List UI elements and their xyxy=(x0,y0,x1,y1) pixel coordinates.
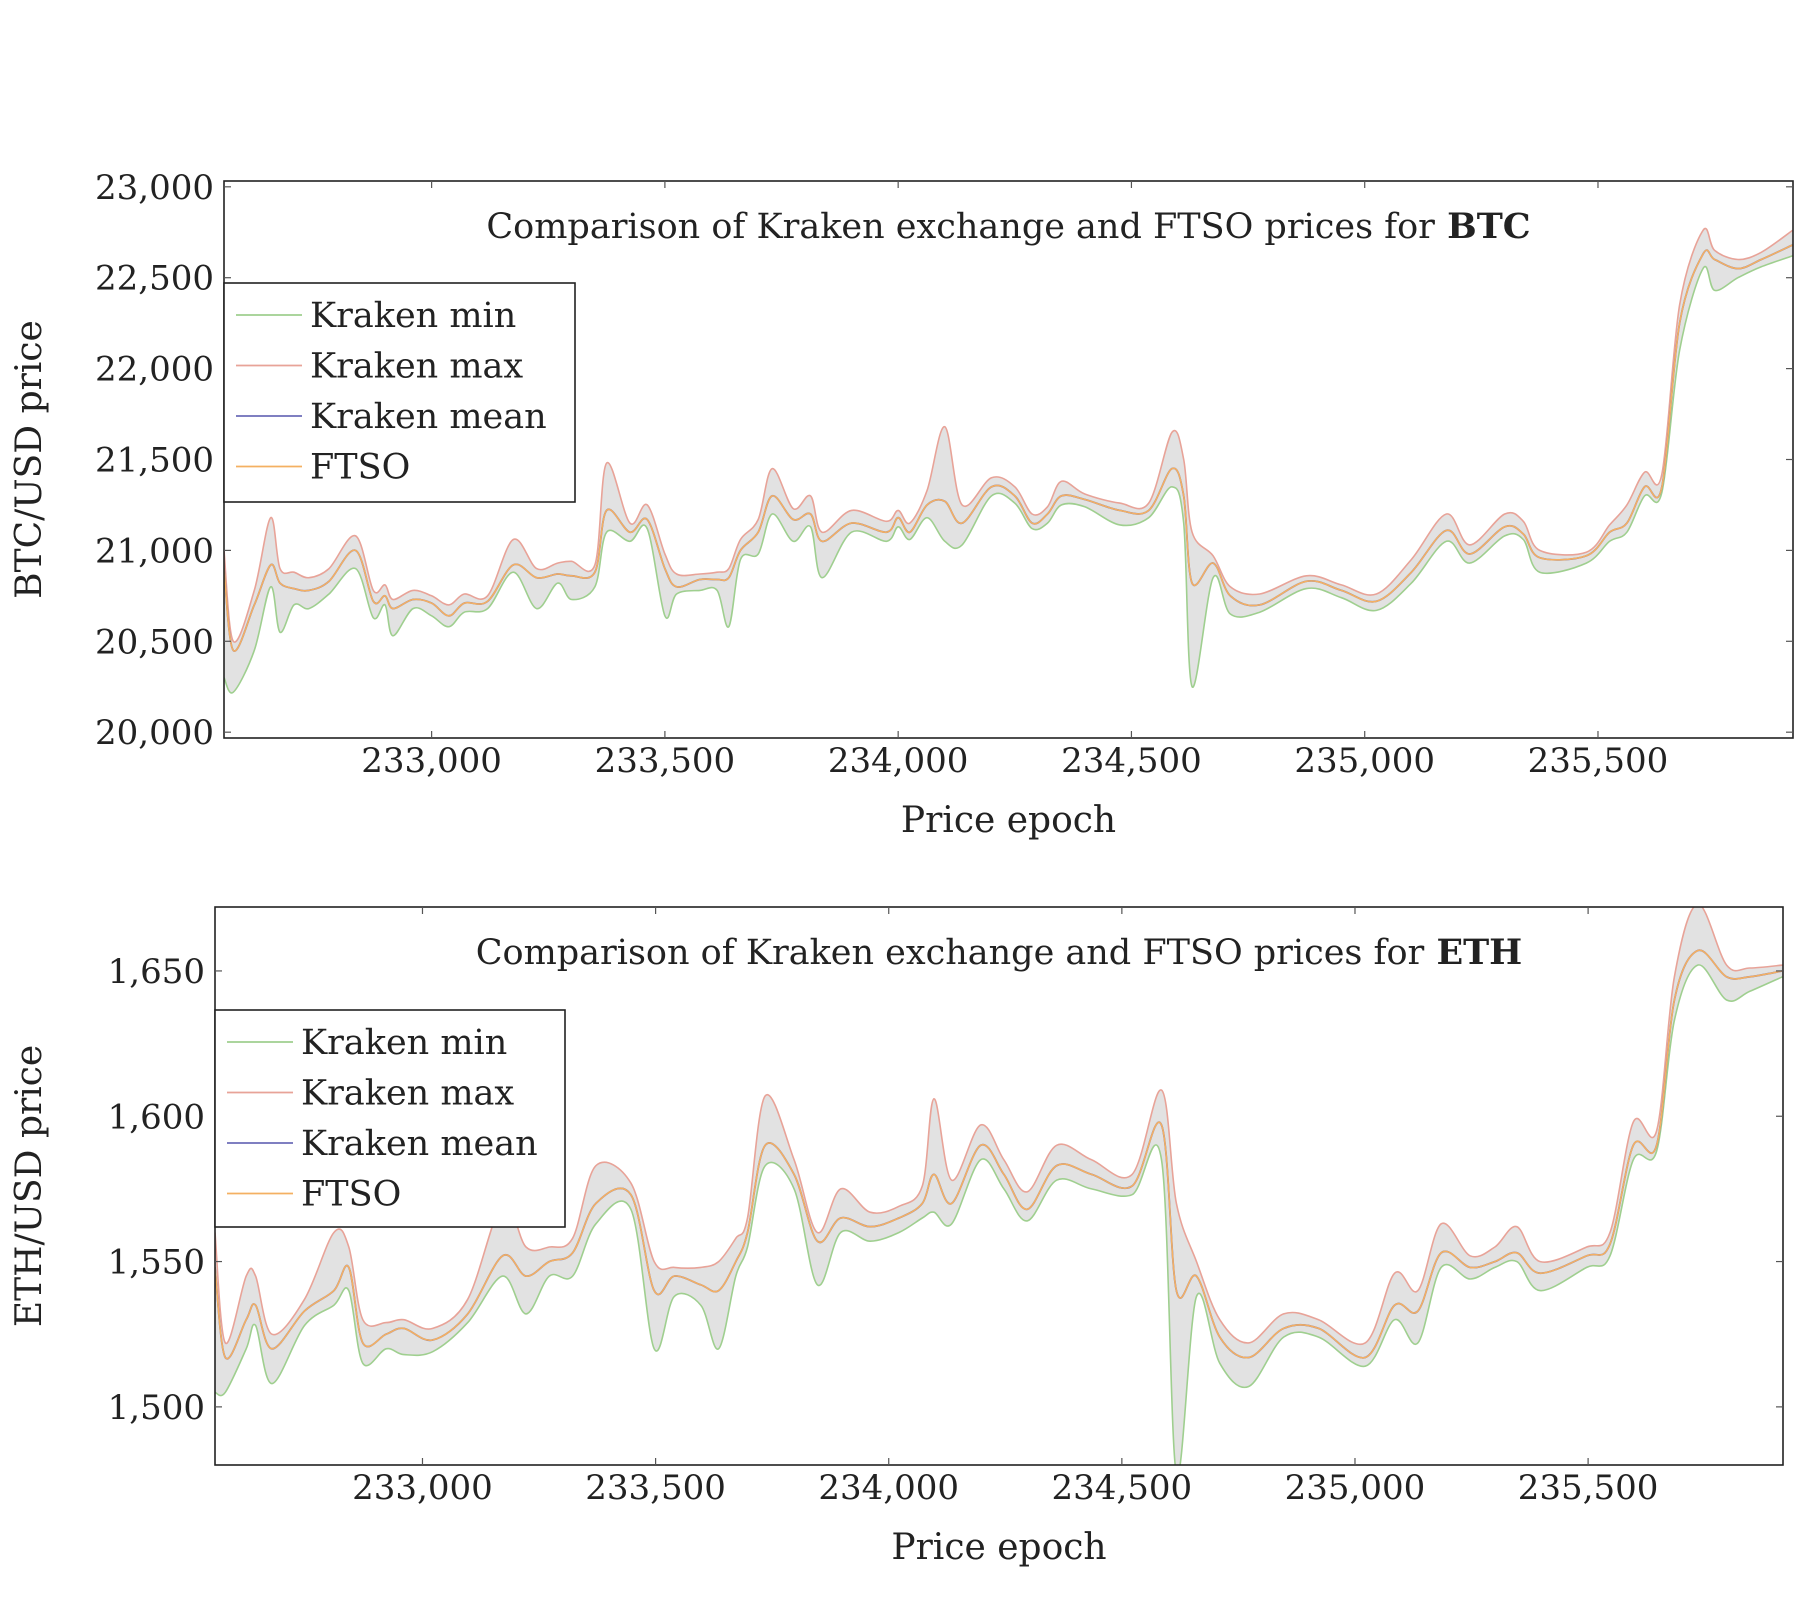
series-ftso xyxy=(215,949,1783,1360)
series-ftso xyxy=(224,244,1793,652)
x-tick-label: 234,500 xyxy=(1052,1468,1193,1508)
legend-label: FTSO xyxy=(310,448,410,488)
chart-title-asset-text: BTC xyxy=(1447,206,1530,247)
chart-title: Comparison of Kraken exchange and FTSO p… xyxy=(486,206,1530,247)
x-tick-label: 235,500 xyxy=(1528,741,1669,781)
y-axis-label: BTC/USD price xyxy=(9,320,50,599)
series-kraken-max xyxy=(224,227,1793,643)
x-tick-label: 235,500 xyxy=(1518,1468,1659,1508)
plot-area xyxy=(215,907,1783,1465)
x-tick-label: 233,000 xyxy=(352,1468,493,1508)
legend-box xyxy=(223,282,576,503)
y-tick-label: 1,600 xyxy=(108,1097,205,1137)
y-tick-label: 20,500 xyxy=(95,622,214,662)
legend: Kraken min Kraken max Kraken mean FTSO xyxy=(214,1009,566,1228)
legend-label: Kraken mean xyxy=(310,397,547,437)
series-kraken-max xyxy=(215,907,1783,1346)
series-kraken-min xyxy=(224,255,1793,694)
x-tick-label: 234,500 xyxy=(1061,741,1202,781)
y-tick-label: 21,000 xyxy=(95,531,214,571)
legend-label: Kraken min xyxy=(310,296,516,336)
min-max-band xyxy=(224,228,1793,693)
x-axis-label: Price epoch xyxy=(901,800,1116,841)
legend-label: Kraken min xyxy=(301,1023,507,1063)
chart-title-text: Comparison of Kraken exchange and FTSO p… xyxy=(476,933,1425,973)
y-tick-label: 22,000 xyxy=(95,350,214,390)
y-tick-label: 20,000 xyxy=(95,713,214,753)
x-tick-label: 233,500 xyxy=(585,1468,726,1508)
legend-label: Kraken max xyxy=(301,1074,514,1114)
chart-title-asset xyxy=(1424,932,1436,973)
y-tick-label: 1,650 xyxy=(108,952,205,992)
x-tick-label: 235,000 xyxy=(1294,741,1435,781)
chart-btc: 233,000 233,500 234,000 234,500 235,000 235,5… xyxy=(9,168,1794,841)
y-tick-label: 1,550 xyxy=(108,1243,205,1283)
y-tick-label: 23,000 xyxy=(95,168,214,208)
legend: Kraken min Kraken max Kraken mean FTSO xyxy=(223,282,576,503)
y-tick-label: 1,500 xyxy=(108,1388,205,1428)
legend-label: FTSO xyxy=(301,1175,401,1215)
plot-area xyxy=(224,227,1793,694)
y-tick-label: 21,500 xyxy=(95,441,214,481)
chart-eth: 233,000 233,500 234,000 234,500 235,000 235,5… xyxy=(9,906,1784,1568)
x-tick-label: 233,500 xyxy=(595,741,736,781)
x-axis-label: Price epoch xyxy=(891,1527,1106,1568)
y-axis-label: ETH/USD price xyxy=(9,1045,50,1327)
x-tick-label: 234,000 xyxy=(828,741,969,781)
x-tick-label: 235,000 xyxy=(1285,1468,1426,1508)
legend-label: Kraken max xyxy=(310,347,523,387)
x-tick-label: 233,000 xyxy=(361,741,502,781)
series-kraken-min xyxy=(215,964,1783,1465)
chart-title: Comparison of Kraken exchange and FTSO p… xyxy=(476,932,1523,973)
chart-title-asset-text: ETH xyxy=(1436,932,1522,973)
y-tick-label: 22,500 xyxy=(95,259,214,299)
chart-title-text: Comparison of Kraken exchange and FTSO p… xyxy=(486,207,1435,247)
x-tick-label: 234,000 xyxy=(818,1468,959,1508)
legend-box xyxy=(214,1009,566,1228)
legend-label: Kraken mean xyxy=(301,1124,538,1164)
chart-title-asset xyxy=(1435,206,1447,247)
